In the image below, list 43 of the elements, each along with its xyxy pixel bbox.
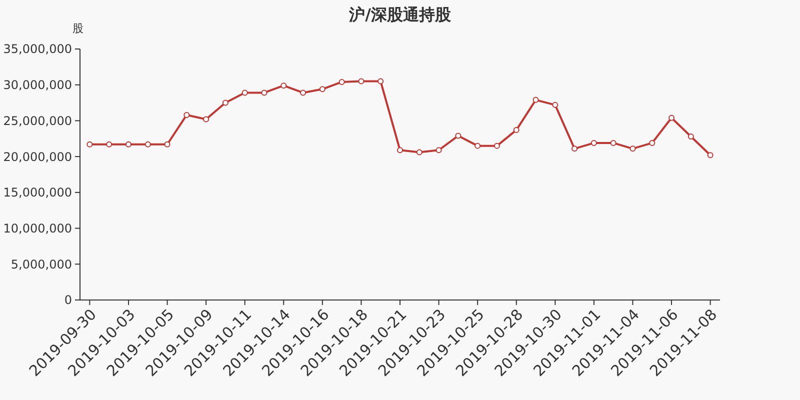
point: [203, 116, 210, 122]
point: [572, 146, 578, 152]
point: [397, 147, 403, 154]
point: [436, 147, 442, 154]
point: [474, 142, 481, 149]
point: [455, 132, 462, 139]
point: [242, 90, 248, 96]
point: [707, 152, 714, 158]
point: [532, 96, 539, 103]
point: [125, 141, 132, 148]
point: [261, 90, 268, 96]
y-tick-label: 35,000,000: [3, 42, 72, 56]
y-tick-label: 15,000,000: [3, 186, 72, 200]
point: [688, 133, 694, 140]
point: [222, 100, 228, 106]
y-tick-label: 10,000,000: [3, 221, 72, 236]
point: [280, 82, 287, 89]
point: [144, 141, 151, 148]
point: [338, 78, 345, 85]
point: [319, 86, 326, 92]
chart-title: 沪/深股通持股: [348, 5, 452, 24]
point: [378, 78, 384, 84]
point: [610, 140, 616, 146]
y-tick-label: 20,000,000: [3, 150, 72, 164]
y-tick-label: 25,000,000: [3, 114, 72, 128]
y-tick-label: 0: [64, 293, 72, 308]
y-tick-label: 30,000,000: [3, 78, 72, 92]
point: [513, 127, 520, 134]
point: [164, 141, 170, 148]
point: [416, 149, 422, 156]
point: [630, 146, 636, 152]
point: [649, 140, 656, 146]
y-axis-title: 股: [72, 22, 84, 35]
y-tick-label: 5,000,000: [10, 257, 72, 272]
point: [668, 114, 675, 121]
point: [590, 140, 597, 146]
point: [358, 78, 364, 84]
point: [106, 141, 112, 148]
point: [86, 141, 93, 148]
point: [552, 102, 558, 108]
point: [184, 112, 190, 118]
point: [300, 90, 306, 96]
point: [494, 142, 500, 149]
